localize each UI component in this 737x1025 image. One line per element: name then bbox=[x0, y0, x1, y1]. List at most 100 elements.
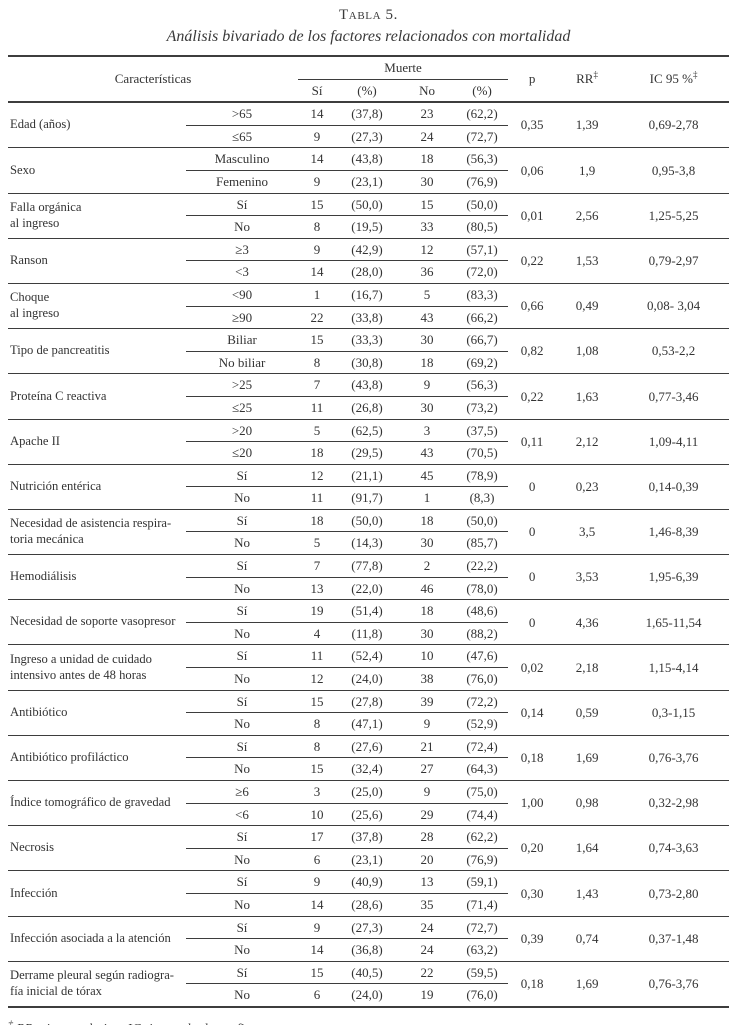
table-row-first: Falla orgánica al ingreso Sí 15 (50,0) 1… bbox=[8, 192, 730, 239]
cell-si-n-2: 13 bbox=[298, 576, 337, 600]
table-row-first: Necesidad de soporte vasopresor Sí 19 (5… bbox=[8, 599, 730, 645]
cell-category-1: Biliar bbox=[186, 328, 299, 352]
cell-no-n-1: 28 bbox=[398, 825, 457, 849]
cell-no-n-1: 18 bbox=[398, 508, 457, 532]
cell-rr-value: 2,18 bbox=[556, 644, 619, 691]
cell-si-n-2: 14 bbox=[298, 260, 337, 284]
cell-characteristic: Edad (años) bbox=[8, 101, 186, 148]
cell-no-n-2: 20 bbox=[398, 847, 457, 871]
cell-no-n-1: 24 bbox=[398, 915, 457, 939]
cell-no-pct-1: (57,1) bbox=[456, 237, 509, 261]
cell-si-n-2: 14 bbox=[298, 892, 337, 917]
cell-category-2: No bbox=[186, 938, 299, 962]
cell-category-1: Sí bbox=[186, 870, 299, 894]
cell-category-2: No bbox=[186, 486, 299, 510]
cell-category-2: No bbox=[186, 847, 299, 871]
table-body: Edad (años) >65 14 (37,8) 23 (62,2) 0,35… bbox=[8, 101, 730, 1007]
cell-p-value: 0,14 bbox=[508, 689, 557, 736]
cell-ic95-value: 0,08- 3,04 bbox=[618, 282, 730, 329]
cell-category-2: No bbox=[186, 757, 299, 781]
cell-no-n-1: 5 bbox=[398, 282, 457, 307]
table-row-first: Hemodiálisis Sí 7 (77,8) 2 (22,2) 0 3,53… bbox=[8, 554, 730, 600]
cell-si-n-2: 8 bbox=[298, 712, 337, 736]
cell-characteristic: Antibiótico bbox=[8, 689, 186, 736]
cell-category-1: Masculino bbox=[186, 147, 299, 171]
cell-p-value: 1,00 bbox=[508, 779, 557, 826]
cell-no-n-1: 30 bbox=[398, 328, 457, 352]
table-row-second: Femenino 9 (23,1) 30 (76,9) bbox=[8, 169, 729, 194]
cell-category-2: ≥90 bbox=[186, 305, 299, 329]
ic95-label: IC 95 % bbox=[649, 71, 693, 87]
cell-si-pct-1: (52,4) bbox=[336, 644, 399, 668]
cell-ic95-value: 0,76-3,76 bbox=[618, 960, 730, 1007]
cell-si-n-1: 17 bbox=[298, 825, 337, 849]
table-row-second: No 14 (28,6) 35 (71,4) bbox=[8, 892, 729, 917]
cell-si-n-1: 11 bbox=[298, 644, 337, 668]
cell-si-n-1: 8 bbox=[298, 734, 337, 758]
cell-rr-value: 1,53 bbox=[556, 237, 619, 284]
table-number: Tabla 5. bbox=[339, 7, 398, 23]
cell-category-1: Sí bbox=[186, 825, 299, 849]
cell-ic95-value: 0,77-3,46 bbox=[618, 373, 730, 419]
cell-no-pct-1: (50,0) bbox=[456, 508, 509, 532]
cell-si-n-1: 15 bbox=[298, 960, 337, 984]
cell-ic95-value: 1,46-8,39 bbox=[618, 508, 730, 555]
cell-characteristic: Necesidad de asistencia respira- toria m… bbox=[8, 508, 186, 555]
cell-si-n-2: 9 bbox=[298, 169, 337, 194]
table-row-first: Infección Sí 9 (40,9) 13 (59,1) 0,30 1,4… bbox=[8, 870, 730, 917]
cell-si-pct-1: (62,5) bbox=[336, 418, 399, 442]
cell-no-pct-2: (71,4) bbox=[456, 892, 509, 917]
table-row-first: Apache II >20 5 (62,5) 3 (37,5) 0,11 2,1… bbox=[8, 418, 730, 465]
col-header-rr: RR‡ bbox=[556, 56, 618, 102]
cell-characteristic: Índice tomográfico de gravedad bbox=[8, 779, 186, 826]
cell-category-2: <6 bbox=[186, 802, 299, 826]
cell-no-pct-2: (69,2) bbox=[456, 350, 509, 374]
cell-no-n-2: 18 bbox=[398, 350, 457, 374]
footnote-symbol: ‡ bbox=[8, 1019, 13, 1025]
cell-no-pct-2: (72,7) bbox=[456, 124, 509, 148]
col-header-muerte: Muerte bbox=[298, 56, 509, 80]
table-row-second: No 14 (36,8) 24 (63,2) bbox=[8, 938, 729, 962]
cell-category-2: No bbox=[186, 712, 299, 736]
cell-si-pct-2: (26,8) bbox=[336, 395, 399, 419]
cell-ic95-value: 1,09-4,11 bbox=[618, 418, 730, 465]
cell-no-pct-1: (72,4) bbox=[456, 734, 509, 758]
cell-si-pct-2: (23,1) bbox=[336, 169, 399, 194]
cell-ic95-value: 0,69-2,78 bbox=[618, 101, 730, 148]
cell-no-pct-2: (76,9) bbox=[456, 169, 509, 194]
cell-si-pct-2: (24,0) bbox=[336, 983, 399, 1007]
cell-si-pct-2: (22,0) bbox=[336, 576, 399, 600]
cell-si-pct-1: (40,5) bbox=[336, 960, 399, 984]
cell-ic95-value: 1,65-11,54 bbox=[618, 599, 730, 645]
cell-no-pct-2: (70,5) bbox=[456, 441, 509, 465]
cell-p-value: 0,20 bbox=[508, 825, 557, 871]
cell-no-pct-1: (75,0) bbox=[456, 780, 509, 804]
cell-category-1: >25 bbox=[186, 373, 299, 397]
cell-si-pct-2: (32,4) bbox=[336, 757, 399, 781]
cell-category-1: Sí bbox=[186, 599, 299, 623]
header-row-2: Sí (%) No (%) bbox=[8, 79, 729, 102]
table-row-first: Tipo de pancreatitis Biliar 15 (33,3) 30… bbox=[8, 328, 730, 374]
cell-no-pct-1: (59,5) bbox=[456, 960, 509, 984]
cell-rr-value: 1,63 bbox=[556, 373, 619, 419]
cell-characteristic: Ranson bbox=[8, 237, 186, 284]
cell-ic95-value: 0,3-1,15 bbox=[618, 689, 730, 736]
cell-category-1: Sí bbox=[186, 463, 299, 487]
cell-category-2: No bbox=[186, 983, 299, 1007]
table-title: Análisis bivariado de los factores relac… bbox=[166, 28, 571, 45]
cell-characteristic: Infección asociada a la atención bbox=[8, 915, 186, 962]
cell-category-2: No bbox=[186, 215, 299, 239]
cell-si-pct-1: (42,9) bbox=[336, 237, 399, 261]
cell-si-pct-1: (77,8) bbox=[336, 554, 399, 578]
cell-no-n-2: 1 bbox=[398, 486, 457, 510]
table-row-first: Infección asociada a la atención Sí 9 (2… bbox=[8, 915, 730, 962]
cell-category-1: >65 bbox=[186, 101, 299, 126]
cell-ic95-value: 0,53-2,2 bbox=[618, 328, 730, 374]
table-row-second: No 4 (11,8) 30 (88,2) bbox=[8, 621, 729, 645]
table-row-second: No 6 (24,0) 19 (76,0) bbox=[8, 983, 729, 1007]
cell-si-n-2: 6 bbox=[298, 983, 337, 1007]
table-row-first: Índice tomográfico de gravedad ≥6 3 (25,… bbox=[8, 779, 730, 826]
cell-si-n-1: 7 bbox=[298, 373, 337, 397]
cell-si-n-2: 18 bbox=[298, 441, 337, 465]
cell-ic95-value: 0,95-3,8 bbox=[618, 147, 730, 194]
